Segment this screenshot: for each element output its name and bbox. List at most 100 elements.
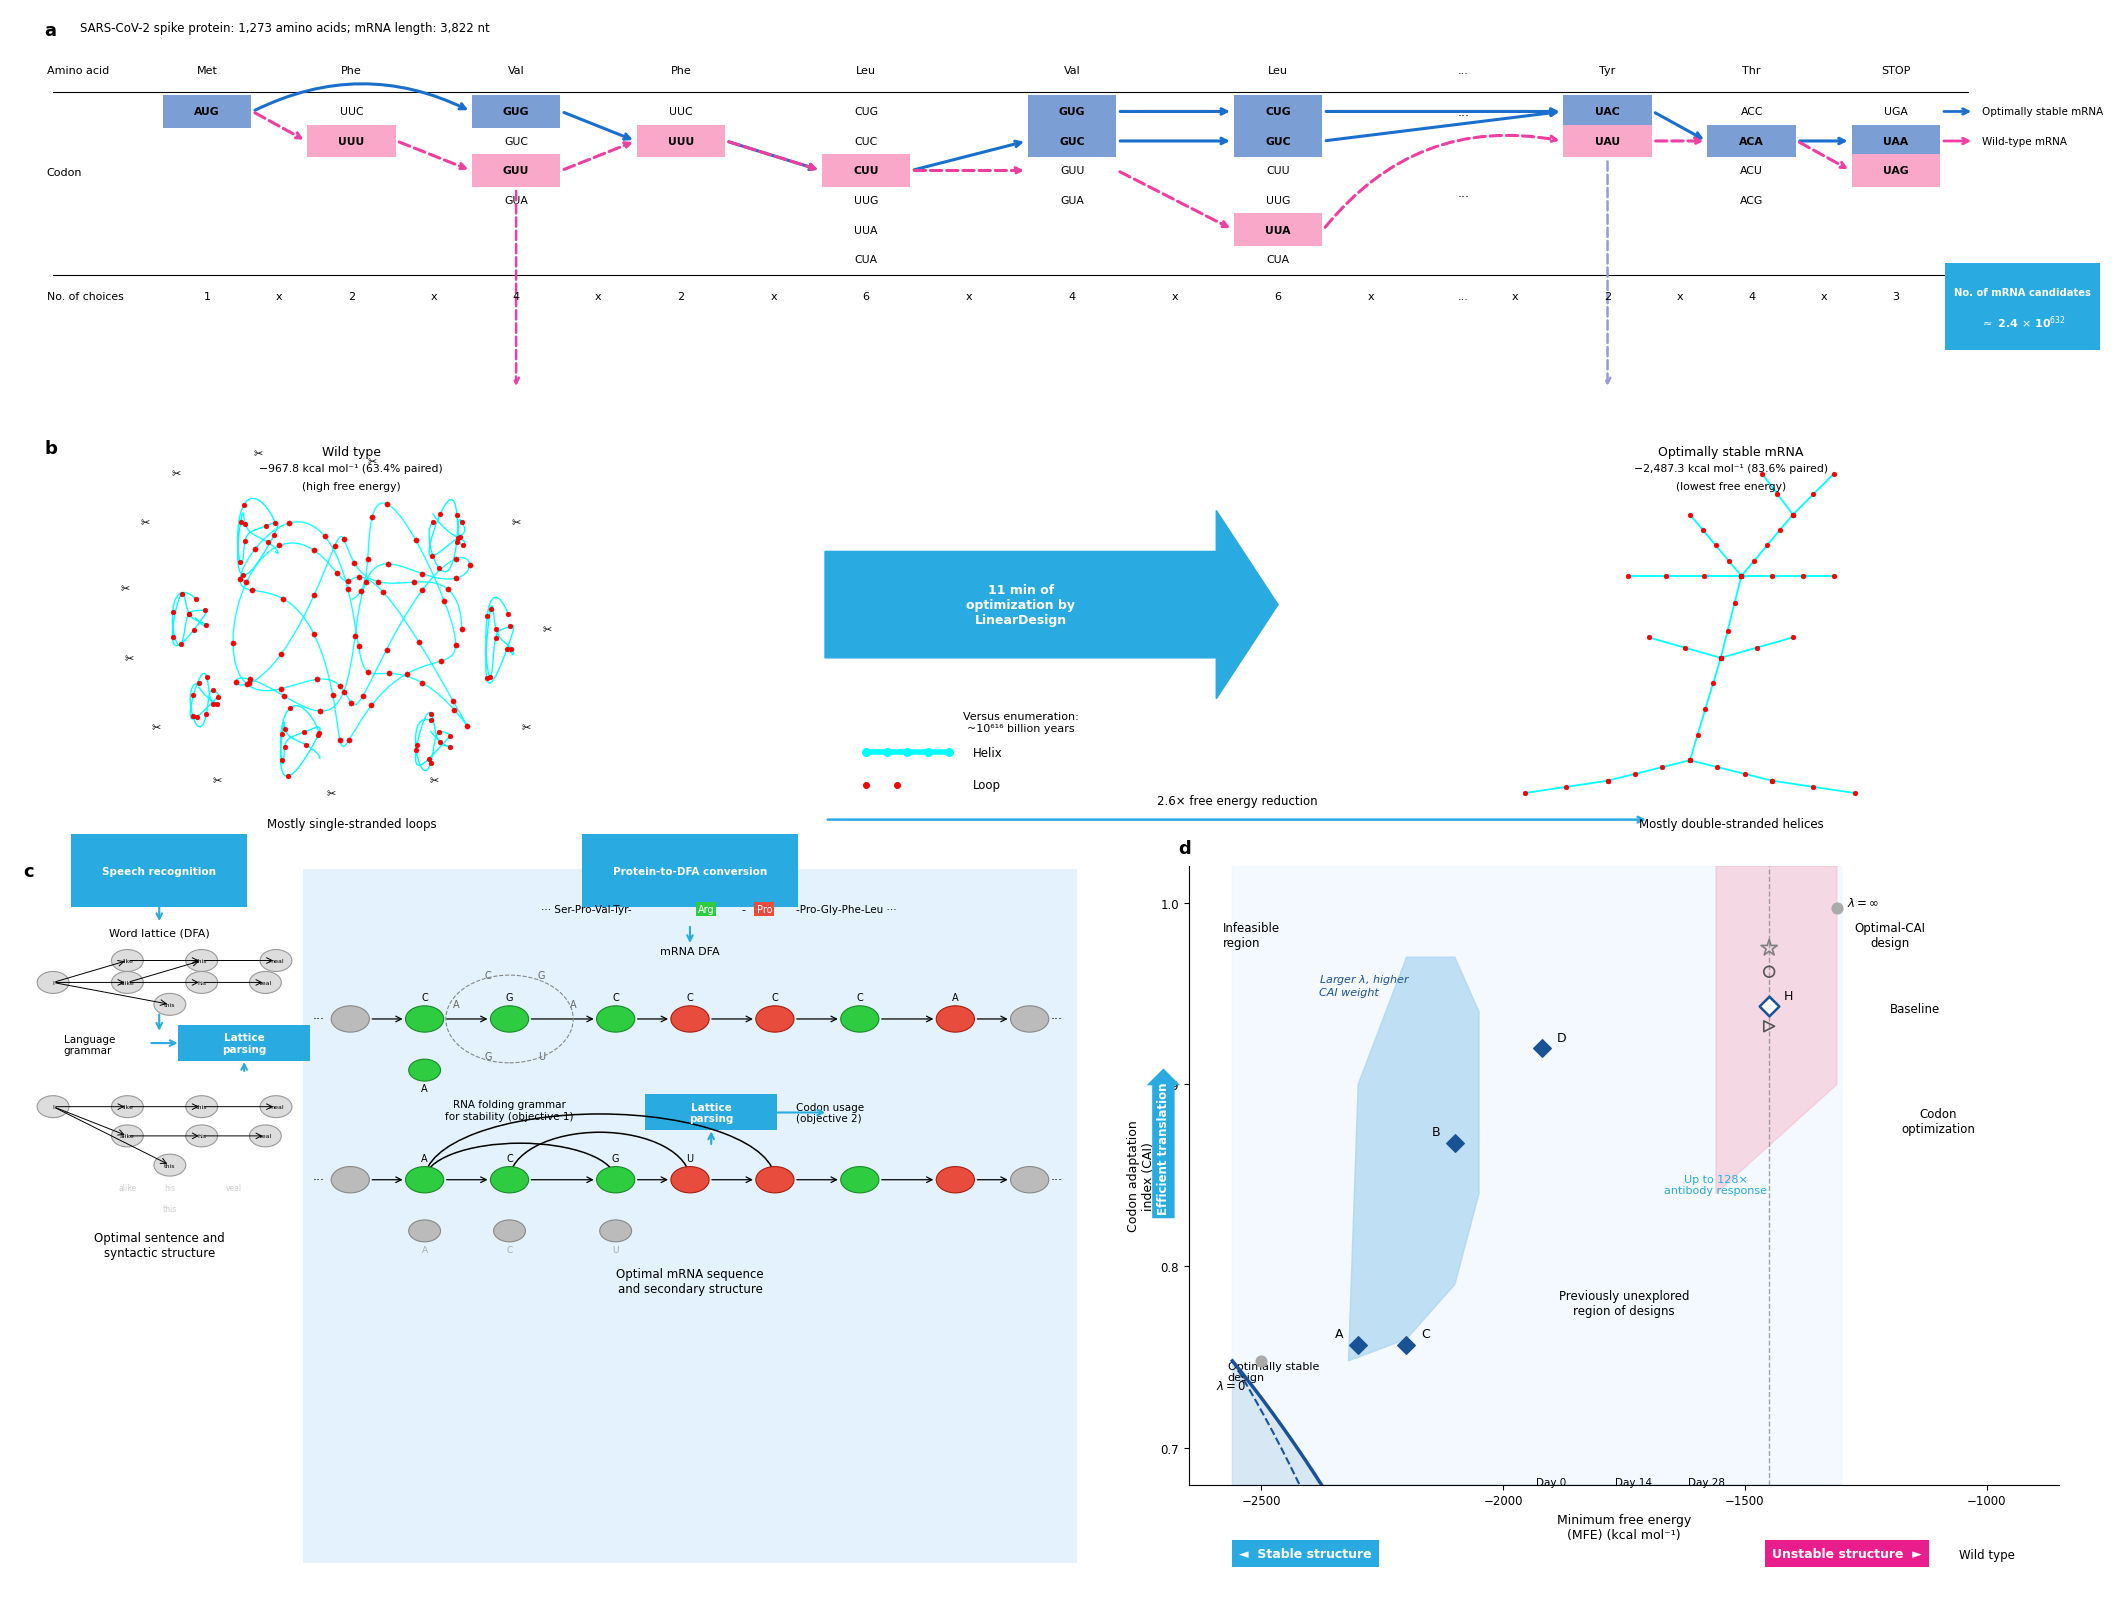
Point <box>414 544 448 570</box>
Text: A: A <box>1335 1327 1344 1340</box>
Text: CUG: CUG <box>1265 108 1291 117</box>
Text: Previously unexplored
region of designs: Previously unexplored region of designs <box>1558 1289 1690 1316</box>
Text: x: x <box>1367 292 1374 302</box>
Text: Unstable structure  ►: Unstable structure ► <box>1773 1547 1921 1560</box>
Point <box>176 618 210 644</box>
Text: No. of mRNA candidates: No. of mRNA candidates <box>1953 289 2091 299</box>
Text: ···: ··· <box>1051 1173 1062 1186</box>
Text: Helix: Helix <box>972 746 1002 759</box>
Point <box>217 631 251 656</box>
Text: ···: ··· <box>312 1013 325 1026</box>
Point <box>263 677 297 703</box>
Point <box>372 661 405 687</box>
Circle shape <box>601 1220 633 1242</box>
Point <box>323 729 357 754</box>
Point <box>433 724 467 750</box>
Text: ✂: ✂ <box>541 624 552 636</box>
Text: C: C <box>686 992 694 1003</box>
Text: Phe: Phe <box>671 66 692 75</box>
Point <box>1756 769 1790 794</box>
Point <box>189 664 223 690</box>
Point <box>1751 936 1785 961</box>
Point <box>1673 748 1707 774</box>
Text: x: x <box>1677 292 1684 302</box>
Text: −967.8 kcal mol⁻¹ (63.4% paired): −967.8 kcal mol⁻¹ (63.4% paired) <box>259 464 444 473</box>
Text: Day 0: Day 0 <box>1537 1477 1567 1488</box>
Point <box>1724 563 1758 589</box>
Point <box>427 589 461 615</box>
Text: Versus enumeration:
~10⁶¹⁶ billion years: Versus enumeration: ~10⁶¹⁶ billion years <box>962 711 1078 733</box>
Text: UUC: UUC <box>340 108 363 117</box>
Text: this: this <box>195 958 208 963</box>
Text: ✂: ✂ <box>172 469 180 480</box>
Point <box>1756 769 1790 794</box>
Point <box>422 555 456 581</box>
Text: 2: 2 <box>348 292 355 302</box>
Text: UUU: UUU <box>669 136 694 148</box>
Circle shape <box>113 1096 144 1119</box>
Point <box>1718 591 1751 616</box>
Point <box>229 672 263 698</box>
Polygon shape <box>1715 867 1836 1194</box>
Point <box>1524 1035 1558 1061</box>
Text: Pro: Pro <box>756 905 773 915</box>
Text: ··· Ser-Pro-Val-Tyr-: ··· Ser-Pro-Val-Tyr- <box>541 905 633 915</box>
FancyBboxPatch shape <box>308 125 395 157</box>
Text: Lattice
parsing: Lattice parsing <box>223 1032 265 1054</box>
Point <box>289 732 323 758</box>
Text: ✂: ✂ <box>522 722 531 733</box>
Circle shape <box>331 1167 369 1193</box>
Point <box>338 624 372 650</box>
Point <box>251 530 284 555</box>
Point <box>172 602 206 628</box>
Point <box>446 616 480 642</box>
Point <box>342 565 376 591</box>
Point <box>1688 697 1722 722</box>
Text: ✂: ✂ <box>367 457 376 467</box>
Point <box>849 772 883 798</box>
Circle shape <box>259 950 293 973</box>
Point <box>166 581 200 607</box>
FancyBboxPatch shape <box>1028 125 1117 157</box>
FancyBboxPatch shape <box>1851 125 1940 157</box>
Point <box>478 626 512 652</box>
Text: ✂: ✂ <box>327 788 335 799</box>
Text: x: x <box>594 292 601 302</box>
Text: Speech recognition: Speech recognition <box>102 867 217 876</box>
Point <box>223 551 257 576</box>
Text: GUG: GUG <box>1059 108 1085 117</box>
Point <box>422 501 456 526</box>
FancyBboxPatch shape <box>1233 125 1323 157</box>
Point <box>405 578 439 603</box>
FancyBboxPatch shape <box>1851 156 1940 188</box>
Text: UUG: UUG <box>853 196 879 205</box>
Text: $\lambda=\infty$: $\lambda=\infty$ <box>1847 897 1879 910</box>
Text: ✂: ✂ <box>125 653 134 663</box>
Point <box>195 692 229 717</box>
Text: Thr: Thr <box>1743 66 1760 75</box>
Text: Protein-to-DFA conversion: Protein-to-DFA conversion <box>614 867 766 876</box>
Point <box>229 512 263 538</box>
Point <box>299 668 333 693</box>
Text: 6: 6 <box>862 292 870 302</box>
Point <box>1819 896 1853 921</box>
Circle shape <box>1011 1006 1049 1032</box>
Point <box>399 528 433 554</box>
Text: x: x <box>1819 292 1828 302</box>
Point <box>414 708 448 733</box>
Circle shape <box>155 1154 187 1176</box>
Point <box>1696 671 1730 697</box>
Text: U: U <box>537 1051 546 1061</box>
Point <box>870 740 904 766</box>
Text: d: d <box>1178 839 1191 857</box>
Point <box>189 599 223 624</box>
Point <box>397 570 431 595</box>
FancyBboxPatch shape <box>1233 213 1323 247</box>
Text: veal: veal <box>259 1133 272 1138</box>
Point <box>1342 1332 1376 1358</box>
Text: Amino acid: Amino acid <box>47 66 108 75</box>
Text: Met: Met <box>197 66 219 75</box>
Text: GUU: GUU <box>503 167 529 177</box>
Text: mRNA DFA: mRNA DFA <box>660 947 720 957</box>
Circle shape <box>490 1006 529 1032</box>
